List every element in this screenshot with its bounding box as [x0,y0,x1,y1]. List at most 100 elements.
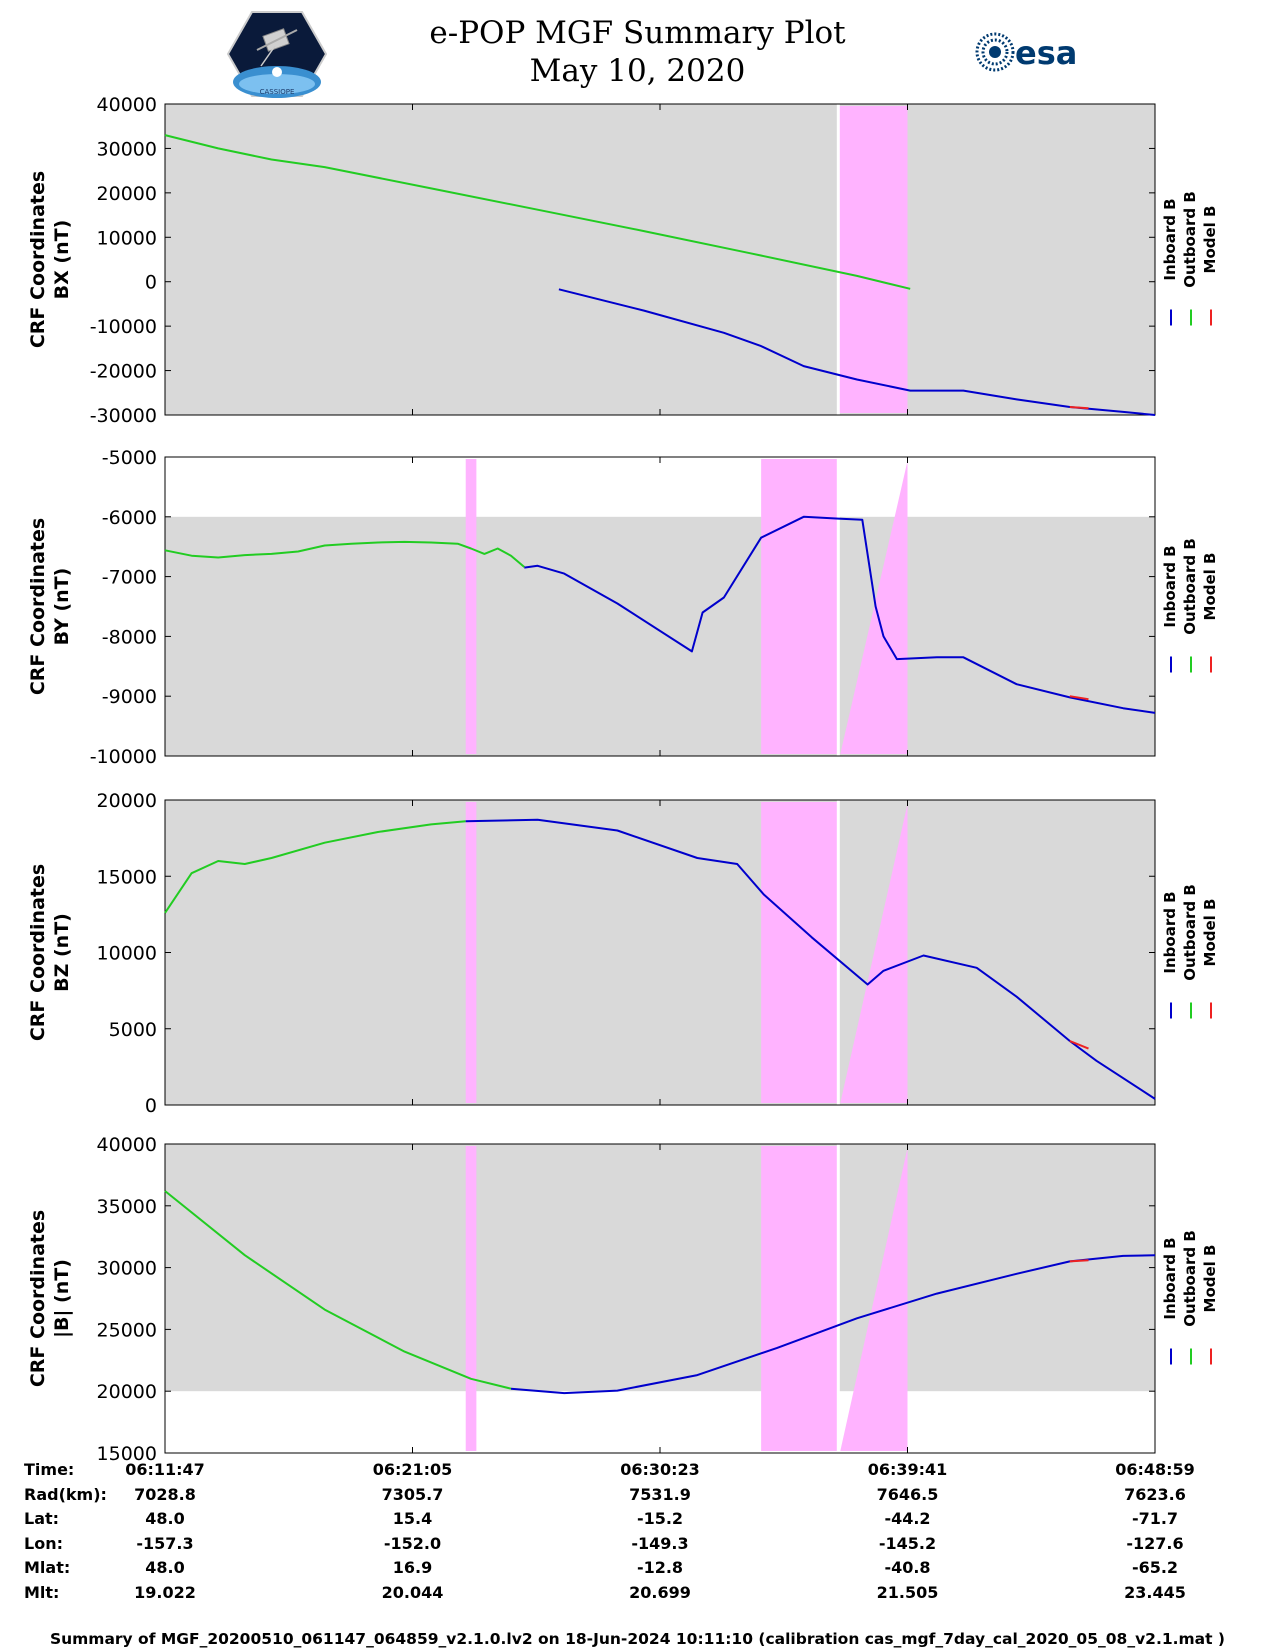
plot-title-block: e-POP MGF Summary Plot May 10, 2020 [0,14,1275,90]
info-value-rad-4: 7646.5 [876,1484,939,1504]
info-value-mlt-3: 20.699 [629,1582,691,1602]
panel-1-ytick-label-0: 40000 [97,94,157,116]
info-value-lat-5: -71.7 [1131,1509,1179,1528]
panel-1-legend-label-1: Inboard B [1161,198,1179,280]
panel-4-ytick-label-1: 35000 [97,1196,157,1218]
panel-2-legend-label-2: Outboard B [1181,538,1199,635]
info-value-time-1: 06:11:47 [125,1460,205,1479]
info-value-lon-3: -149.3 [631,1533,689,1553]
info-value-time-5: 06:48:59 [1115,1460,1195,1479]
info-label-rad: Rad(km): [24,1484,107,1504]
panel-4-ytick-label-2: 30000 [97,1258,157,1280]
panel-4-series-model-b [1069,1259,1089,1263]
info-value-lat-4: -44.2 [884,1509,931,1528]
panel-1-series-model-b [1069,406,1089,410]
info-value-mlat-1: 48.0 [145,1558,185,1577]
panel-2-gap-2 [761,459,839,754]
panel-3-series-outboard-b [164,820,466,914]
panel-1-legend-label-3: Model B [1201,206,1219,274]
panel-4-ylabel-line-1: CRF Coordinates [27,1210,49,1387]
info-value-lat-3: -15.2 [636,1509,684,1528]
info-value-mlat-2: 16.9 [392,1558,433,1577]
svg-text:CASSIOPE: CASSIOPE [260,88,295,96]
panel-2-ytick-label-2: -7000 [102,567,157,589]
panel-1-series-outboard-b [164,134,911,290]
panel-1-ylabel-line-1: CRF Coordinates [27,171,49,348]
panel-4-legend-label-1: Inboard B [1161,1237,1179,1319]
info-row-rad: Rad(km): 7028.8 7305.7 7531.9 7646.5 7623.6 [0,1485,1275,1509]
info-value-mlt-5: 23.445 [1124,1582,1186,1602]
info-value-mlt-2: 20.044 [381,1582,444,1602]
info-row-mlt: Mlt: 19.022 20.044 20.699 21.505 23.445 [0,1583,1275,1607]
panel-3-gap-2 [761,802,839,1103]
panel-2-coverage-band [165,516,1155,756]
panel-1-ytick-label-6: -20000 [90,361,157,383]
panel-2-ytick-label-1: -6000 [102,507,157,529]
info-value-mlat-4: -40.8 [884,1558,931,1577]
panel-1-ytick-label-7: -30000 [90,405,157,427]
info-label-time: Time: [24,1460,75,1479]
panel-1-ytick-label-3: 10000 [97,227,157,249]
info-value-rad-2: 7305.7 [381,1484,444,1504]
panel-4-ytick-label-0: 40000 [97,1134,157,1156]
panel-3-series-inboard-b [465,818,1156,1100]
panel-4-gap-3 [840,1148,908,1451]
panel-2-series-outboard-b [164,540,525,568]
info-value-lon-1: -157.3 [136,1533,194,1553]
panel-1-coverage-band [165,104,1155,415]
panel-3-coverage-band [165,800,1155,1105]
panel-2-ytick-label-0: -5000 [102,447,157,469]
panel-1-gap-1 [838,106,908,413]
panel-3-legend-label-1: Inboard B [1161,891,1179,973]
info-value-time-3: 06:30:23 [620,1460,700,1479]
info-value-time-2: 06:21:05 [372,1460,453,1479]
panel-1-ytick-label-4: 0 [145,272,157,294]
panel-1-ytick-label-2: 20000 [97,183,157,205]
panel-1-legend-label-2: Outboard B [1181,191,1199,288]
panel-2-ytick-label-4: -9000 [102,686,157,708]
panel-3-ytick-label-4: 0 [145,1095,157,1117]
info-label-lon: Lon: [24,1533,63,1553]
panel-3-ytick-label-1: 15000 [97,866,157,888]
panel-4-legend-label-3: Model B [1201,1245,1219,1313]
footer-caption: Summary of MGF_20200510_061147_064859_v2… [49,1630,1226,1648]
plot-date: May 10, 2020 [529,53,746,89]
info-label-lat: Lat: [24,1509,60,1528]
panel-4-coverage-band [165,1144,1155,1392]
panel-4-legend-label-2: Outboard B [1181,1230,1199,1327]
panel-3-ytick-label-2: 10000 [97,943,157,965]
info-label-mlat: Mlat: [24,1558,71,1577]
panel-2-ytick-label-3: -8000 [102,626,157,648]
info-value-lon-2: -152.0 [383,1533,442,1553]
info-value-lon-5: -127.6 [1126,1533,1184,1553]
info-value-lat-1: 48.0 [145,1509,185,1528]
info-row-mlat: Mlat: 48.0 16.9 -12.8 -40.8 -65.2 [0,1558,1275,1582]
panel-4-ytick-label-3: 25000 [97,1319,157,1341]
esa-logo: esa [975,32,1077,72]
info-value-rad-1: 7028.8 [134,1484,196,1504]
panel-3-gap-3 [840,804,908,1103]
panel-3-ytick-label-3: 5000 [109,1019,157,1041]
esa-logo-text: esa [1015,34,1077,72]
panel-2-ylabel-line-1: CRF Coordinates [27,518,49,695]
info-value-mlt-4: 21.505 [876,1582,939,1602]
info-value-mlat-3: -12.8 [636,1558,684,1577]
info-row-lat: Lat: 48.0 15.4 -15.2 -44.2 -71.7 [0,1509,1275,1533]
panel-2-ytick-label-5: -10000 [90,746,157,768]
panel-4-ytick-label-5: 15000 [97,1443,157,1465]
info-label-mlt: Mlt: [24,1582,60,1602]
panel-4-gap-2 [761,1146,839,1451]
cassiope-logo: CASSIOPE [227,11,327,98]
panel-3-ylabel-line-2: BZ (nT) [51,913,73,992]
panel-4-ytick-label-4: 20000 [97,1381,157,1403]
panel-3-legend-label-3: Model B [1201,899,1219,967]
info-value-lat-2: 15.4 [392,1509,433,1528]
panel-1-ytick-label-1: 30000 [97,138,157,160]
plot-title: e-POP MGF Summary Plot [429,15,846,51]
panel-2-gap-1 [465,459,477,754]
panel-4-ylabel-line-2: |B| (nT) [51,1259,73,1338]
panel-3-gap-1 [465,802,477,1103]
info-row-lon: Lon: -157.3 -152.0 -149.3 -145.2 -127.6 [0,1534,1275,1558]
panel-1-ylabel-line-2: BX (nT) [51,220,73,300]
